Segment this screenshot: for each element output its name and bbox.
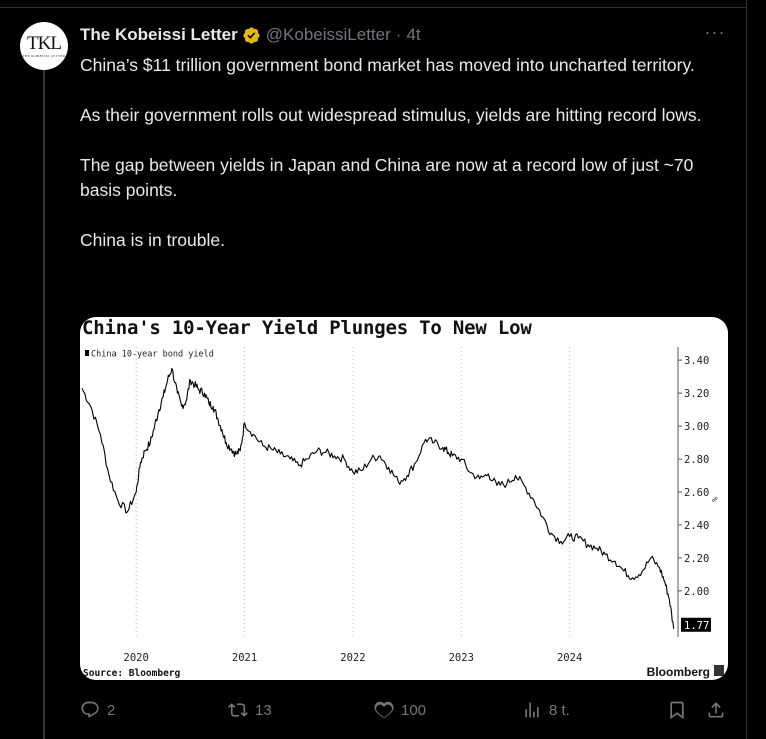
- reply-button[interactable]: 2: [80, 697, 115, 723]
- share-button[interactable]: [706, 697, 726, 723]
- tweet-paragraph: China is in trouble.: [80, 230, 225, 250]
- views-count: 8 t.: [549, 701, 570, 719]
- y-unit-label: %: [710, 497, 719, 502]
- series-line-china-10y: [81, 367, 675, 629]
- bookmark-button[interactable]: [667, 697, 687, 723]
- column-divider: [746, 0, 747, 739]
- yield-chart: 3.40 3.20 3.00 2.80 2.60 2.40 2.20 2.00% 2020 202…: [81, 347, 724, 679]
- thread-line: [43, 66, 45, 739]
- last-value-label: 1.77: [684, 620, 709, 632]
- chart-title: China's 10-Year Yield Plunges To New Low: [82, 317, 532, 339]
- y-tick-label: 2.80: [684, 454, 709, 466]
- repost-count: 13: [255, 701, 272, 719]
- x-tick-label: 2021: [232, 652, 257, 664]
- source-label: Source: Bloomberg: [83, 668, 181, 679]
- tweet-header: The Kobeissi Letter @KobeissiLetter · 4t: [80, 24, 421, 46]
- y-tick-label: 3.40: [684, 355, 709, 367]
- timestamp[interactable]: 4t: [406, 25, 421, 44]
- bookmark-icon: [670, 701, 684, 720]
- tweet-paragraph: As their government rolls out widespread…: [80, 105, 702, 125]
- y-tick-label: 2.60: [684, 487, 709, 499]
- heart-icon: [374, 701, 394, 719]
- legend-label: China 10-year bond yield: [91, 350, 214, 360]
- author-name[interactable]: The Kobeissi Letter: [80, 25, 238, 44]
- y-tick-label: 3.00: [684, 421, 709, 433]
- tweet-paragraph: The gap between yields in Japan and Chin…: [80, 155, 694, 200]
- like-button[interactable]: 100: [374, 697, 426, 723]
- reply-count: 2: [107, 701, 116, 719]
- x-tick-label: 2022: [340, 652, 365, 664]
- tweet-paragraph: China’s $11 trillion government bond mar…: [80, 55, 695, 75]
- repost-button[interactable]: 13: [228, 697, 272, 723]
- share-icon: [708, 702, 724, 718]
- author-handle[interactable]: @KobeissiLetter: [265, 25, 391, 44]
- avatar-subtext: THE KOBEISSI LETTER: [22, 53, 66, 58]
- like-count: 100: [401, 701, 427, 719]
- more-options-icon[interactable]: ···: [704, 22, 726, 42]
- tweet-text: China’s $11 trillion government bond mar…: [80, 53, 730, 278]
- y-tick-label: 2.00: [684, 586, 709, 598]
- x-tick-label: 2024: [557, 652, 582, 664]
- separator-dot: ·: [395, 25, 402, 44]
- brand-mark: [714, 665, 724, 676]
- repost-icon: [228, 703, 248, 717]
- y-tick-label: 2.40: [684, 520, 709, 532]
- views-button[interactable]: 8 t.: [522, 697, 570, 723]
- top-divider: [0, 7, 746, 8]
- brand-label: Bloomberg: [647, 665, 710, 679]
- y-tick-label: 3.20: [684, 388, 709, 400]
- reply-icon: [81, 701, 99, 718]
- chart-image[interactable]: 3.40 3.20 3.00 2.80 2.60 2.40 2.20 2.00% 2020 202…: [80, 317, 728, 680]
- x-tick-label: 2023: [449, 652, 474, 664]
- legend-swatch: [85, 350, 89, 356]
- avatar-monogram: TKL: [27, 32, 62, 54]
- verified-badge-icon: [243, 26, 260, 44]
- last-value-box: [681, 617, 711, 632]
- tweet-actions: 2 13 100 8 t.: [80, 697, 740, 723]
- x-tick-label: 2020: [124, 652, 149, 664]
- avatar[interactable]: TKL THE KOBEISSI LETTER: [20, 22, 68, 70]
- y-tick-label: 2.20: [684, 553, 709, 565]
- views-chart-icon: [525, 702, 539, 718]
